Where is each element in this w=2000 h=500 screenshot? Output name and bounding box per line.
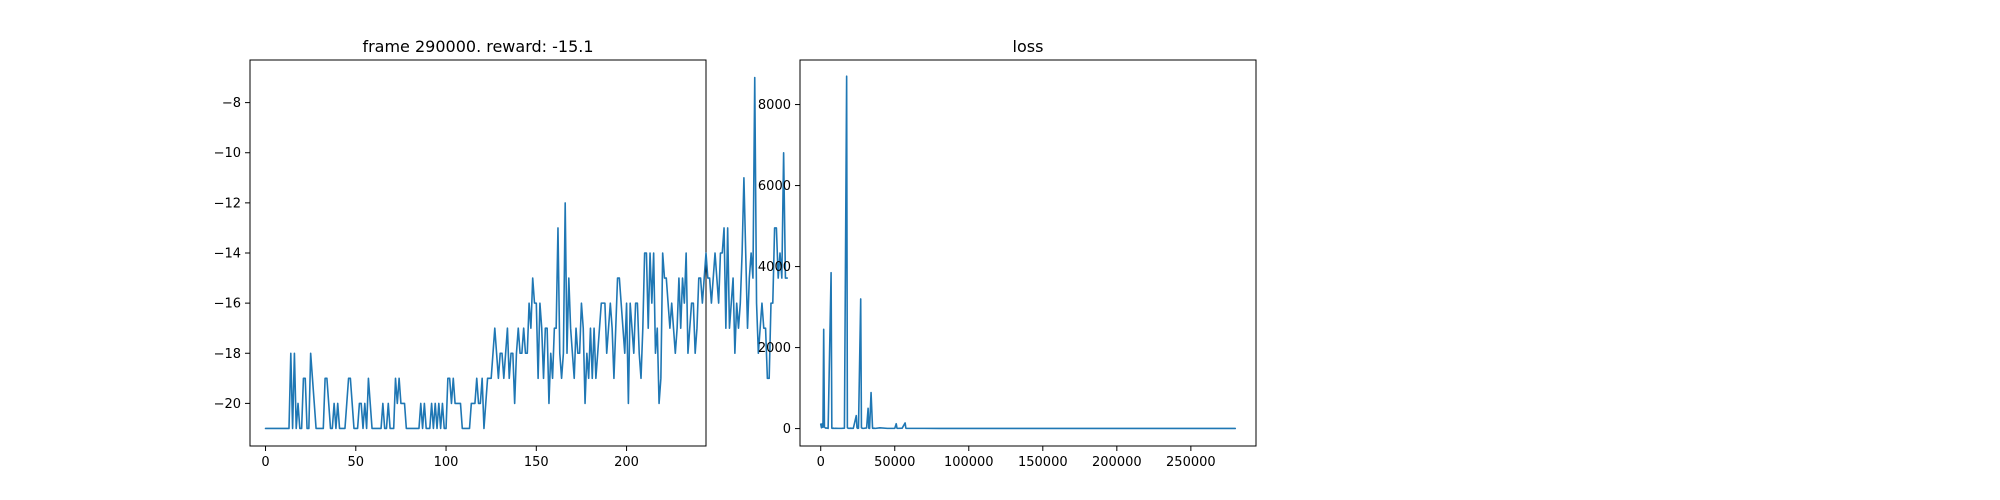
loss-chart-xtick-label: 50000 — [874, 455, 915, 470]
loss-chart-xtick-label: 150000 — [1018, 455, 1068, 470]
reward-chart-ytick-label: −20 — [214, 397, 241, 412]
loss-chart-xtick-label: 100000 — [944, 455, 994, 470]
reward-chart-xtick-label: 200 — [614, 455, 639, 470]
loss-chart-xtick-label: 0 — [817, 455, 825, 470]
loss-chart-ytick-label: 2000 — [758, 341, 791, 356]
reward-chart-ytick-label: −10 — [214, 146, 241, 161]
loss-chart-ytick-label: 4000 — [758, 260, 791, 275]
reward-chart-ticks: 0 50 100 150 200 −20 −18 −16 −14 −12 −10 −8 — [214, 96, 639, 470]
reward-chart-xtick-label: 150 — [524, 455, 549, 470]
reward-chart-xtick-label: 50 — [348, 455, 365, 470]
reward-chart: frame 290000. reward: -15.1 0 50 100 150 200… — [214, 37, 789, 470]
loss-chart-ytick-label: 6000 — [758, 179, 791, 194]
reward-chart-ytick-label: −8 — [222, 96, 241, 111]
loss-chart-axes-frame — [799, 59, 1257, 447]
reward-chart-ytick-label: −12 — [214, 196, 241, 211]
loss-chart: loss 0 50000 100000 150000 200000 250000 0 2000… — [758, 37, 1257, 470]
reward-chart-title: frame 290000. reward: -15.1 — [362, 37, 593, 56]
reward-chart-ytick-label: −16 — [214, 297, 241, 312]
loss-chart-ytick-label: 8000 — [758, 98, 791, 113]
reward-chart-ytick-label: −18 — [214, 347, 241, 362]
reward-chart-xtick-label: 0 — [261, 455, 269, 470]
loss-chart-series — [819, 75, 1237, 430]
reward-chart-xtick-label: 100 — [434, 455, 459, 470]
loss-chart-series-line — [819, 75, 1237, 430]
reward-chart-ytick-label: −14 — [214, 247, 241, 262]
loss-chart-ticks: 0 50000 100000 150000 200000 250000 0 2000 4000 6… — [758, 98, 1216, 470]
reward-chart-series-line — [264, 76, 789, 430]
loss-chart-title: loss — [1013, 37, 1044, 56]
loss-chart-xtick-label: 250000 — [1166, 455, 1216, 470]
reward-chart-series — [264, 76, 789, 430]
loss-chart-ytick-label: 0 — [783, 422, 791, 437]
loss-chart-xtick-label: 200000 — [1092, 455, 1142, 470]
